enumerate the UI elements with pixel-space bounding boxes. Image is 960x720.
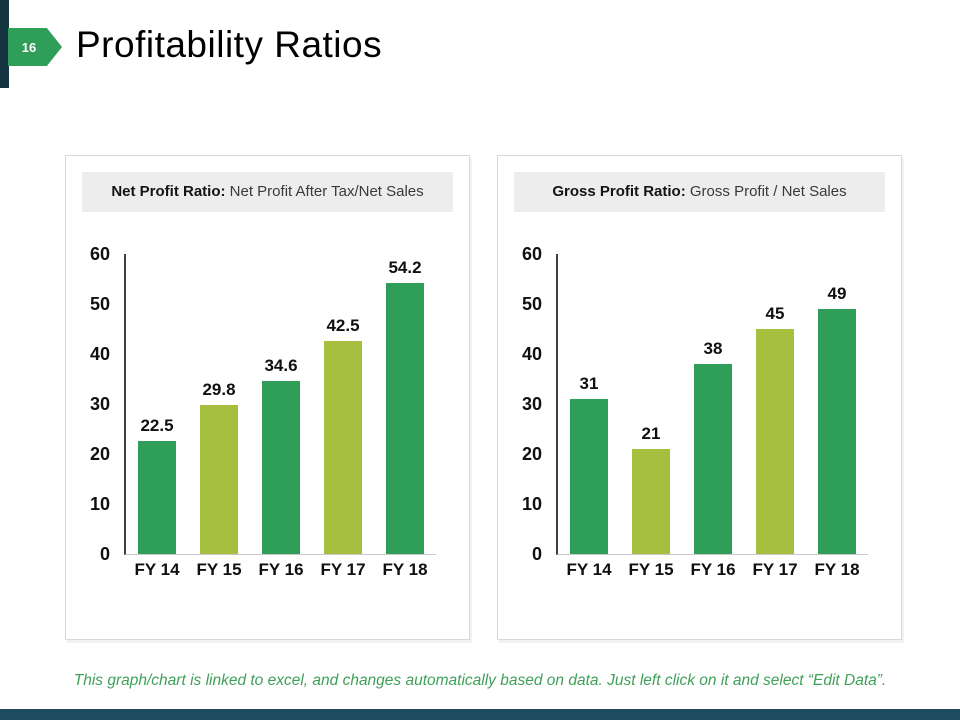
bar-fy-16 xyxy=(694,363,732,554)
y-tick-label: 10 xyxy=(521,493,542,514)
bar-column: 54.2 xyxy=(374,258,436,554)
y-tick-label: 50 xyxy=(521,293,542,314)
chart-title-box: Gross Profit Ratio: Gross Profit / Net S… xyxy=(514,172,885,212)
bar-value-label: 38 xyxy=(703,338,723,358)
y-tick-label: 40 xyxy=(89,343,110,364)
x-tick-label: FY 14 xyxy=(134,559,180,579)
bar-column: 49 xyxy=(806,284,868,554)
x-tick-label: FY 17 xyxy=(320,559,366,579)
bar-column: 34.6 xyxy=(250,356,312,554)
x-tick-label: FY 15 xyxy=(196,559,242,579)
bar-value-label: 54.2 xyxy=(388,257,422,277)
x-tick-label: FY 16 xyxy=(258,559,304,579)
bar-fy-17 xyxy=(756,328,794,554)
gross-profit-ratio-chart[interactable]: Gross Profit Ratio: Gross Profit / Net S… xyxy=(497,155,902,640)
left-accent-strip xyxy=(0,0,9,88)
bar-fy-16 xyxy=(262,380,300,554)
x-tick-label: FY 16 xyxy=(690,559,736,579)
chart-title-bold: Net Profit Ratio: xyxy=(111,183,230,200)
bar-fy-15 xyxy=(632,448,670,554)
bar-fy-18 xyxy=(386,282,424,554)
y-tick-label: 60 xyxy=(89,243,110,264)
x-tick-label: FY 18 xyxy=(814,559,860,579)
bar-fy-14 xyxy=(570,398,608,554)
slide-title: Profitability Ratios xyxy=(76,24,383,65)
bar-column: 29.8 xyxy=(188,380,250,554)
net-profit-ratio-chart[interactable]: Net Profit Ratio: Net Profit After Tax/N… xyxy=(65,155,470,640)
bar-value-label: 45 xyxy=(765,303,785,323)
bar-value-label: 29.8 xyxy=(202,379,236,399)
y-tick-label: 50 xyxy=(89,293,110,314)
x-tick-label: FY 14 xyxy=(566,559,612,579)
bar-value-label: 22.5 xyxy=(140,416,174,436)
bar-fy-15 xyxy=(200,404,238,554)
bar-value-label: 49 xyxy=(827,283,847,303)
chart-body: 0 10 20 30 40 50 60 22.5 29.8 34.6 42.5 54.2 xyxy=(66,244,469,564)
chart-title-bold: Gross Profit Ratio: xyxy=(552,183,690,200)
y-tick-label: 30 xyxy=(89,393,110,414)
chart-title-box: Net Profit Ratio: Net Profit After Tax/N… xyxy=(82,172,453,212)
chart-body: 0 10 20 30 40 50 60 31 21 38 45 49 xyxy=(498,244,901,564)
chart-title-rest: Gross Profit / Net Sales xyxy=(689,183,847,200)
bar-column: 21 xyxy=(620,424,682,554)
page-number: 16 xyxy=(21,39,37,55)
bar-column: 22.5 xyxy=(126,416,188,554)
x-tick-label: FY 17 xyxy=(752,559,798,579)
plot-area: 22.5 29.8 34.6 42.5 54.2 xyxy=(124,253,436,555)
y-axis: 0 10 20 30 40 50 60 xyxy=(66,244,110,564)
page-number-badge: 16 xyxy=(8,28,62,66)
y-tick-label: 40 xyxy=(521,343,542,364)
x-tick-label: FY 15 xyxy=(628,559,674,579)
chart-title-rest: Net Profit After Tax/Net Sales xyxy=(229,183,424,200)
x-axis: FY 14 FY 15 FY 16 FY 17 FY 18 xyxy=(66,560,469,580)
bar-fy-14 xyxy=(138,441,176,554)
y-tick-label: 20 xyxy=(89,443,110,464)
x-tick-label: FY 18 xyxy=(382,559,428,579)
bar-value-label: 31 xyxy=(579,373,599,393)
y-tick-label: 10 xyxy=(89,493,110,514)
bar-column: 38 xyxy=(682,339,744,554)
plot-area: 31 21 38 45 49 xyxy=(556,253,868,555)
bar-fy-18 xyxy=(818,308,856,554)
y-tick-label: 60 xyxy=(521,243,542,264)
x-axis: FY 14 FY 15 FY 16 FY 17 FY 18 xyxy=(498,560,901,580)
bar-column: 45 xyxy=(744,304,806,554)
bottom-accent-bar xyxy=(0,709,960,720)
y-tick-label: 30 xyxy=(521,393,542,414)
bar-column: 42.5 xyxy=(312,316,374,554)
y-axis: 0 10 20 30 40 50 60 xyxy=(498,244,542,564)
bar-value-label: 21 xyxy=(641,423,661,443)
bar-value-label: 34.6 xyxy=(264,355,298,375)
bar-column: 31 xyxy=(558,374,620,554)
y-tick-label: 0 xyxy=(531,543,542,564)
bar-value-label: 42.5 xyxy=(326,316,360,336)
y-tick-label: 0 xyxy=(99,543,110,564)
bar-fy-17 xyxy=(324,341,362,554)
excel-link-footnote: This graph/chart is linked to excel, and… xyxy=(73,672,887,689)
y-tick-label: 20 xyxy=(521,443,542,464)
